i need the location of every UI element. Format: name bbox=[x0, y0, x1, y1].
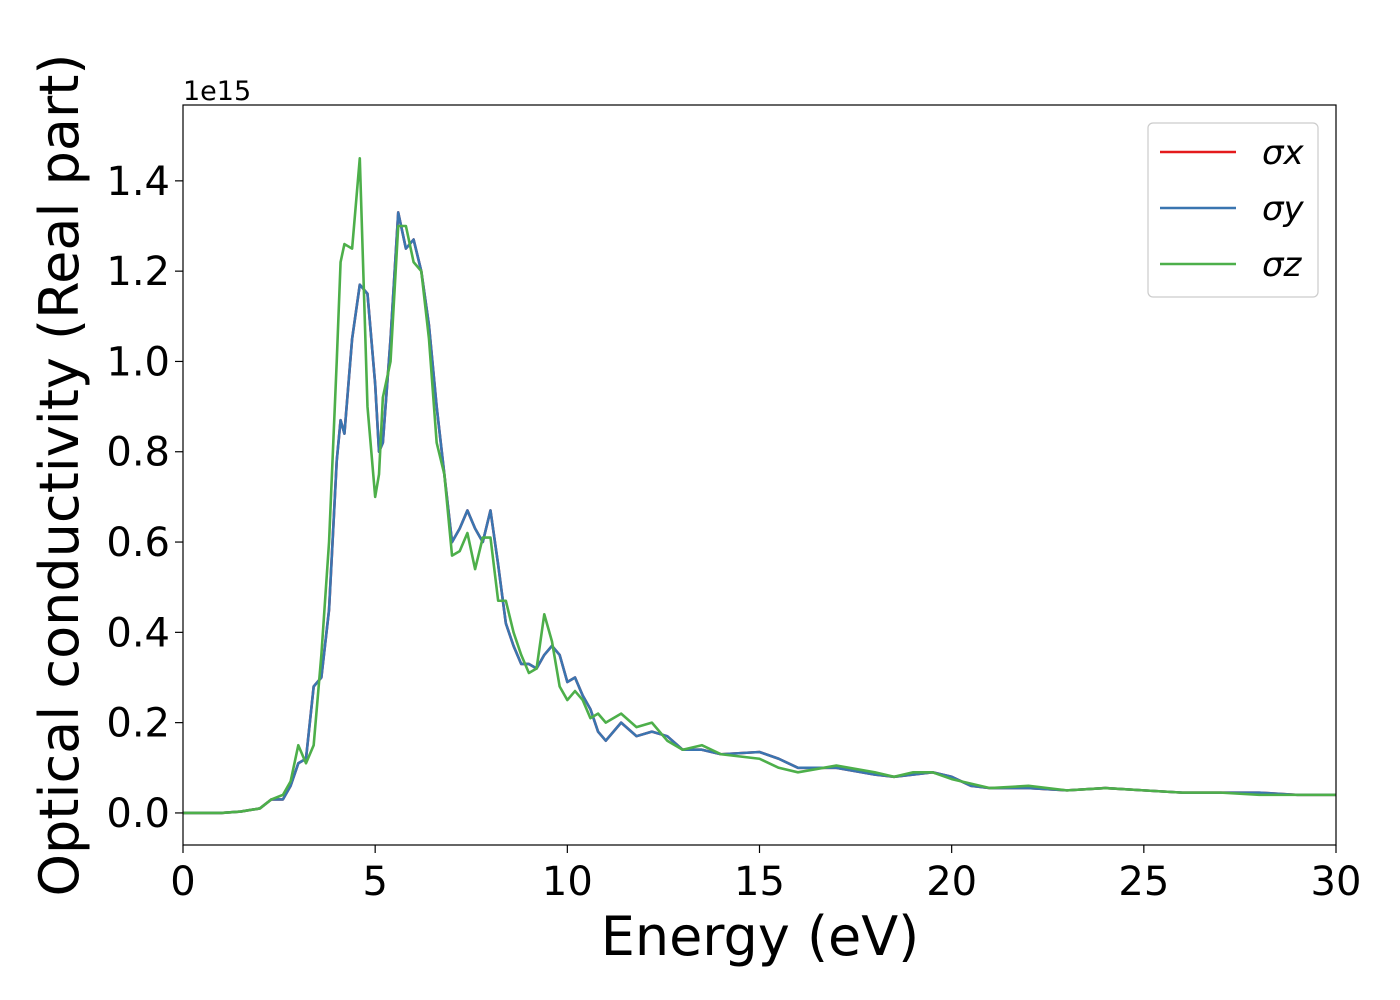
y-tick-label: 0.6 bbox=[106, 520, 170, 566]
x-tick-label: 15 bbox=[734, 859, 785, 905]
y-tick-label: 0.2 bbox=[106, 701, 170, 747]
x-tick-label: 5 bbox=[362, 859, 387, 905]
x-tick-label: 10 bbox=[542, 859, 593, 905]
x-tick-label: 30 bbox=[1311, 859, 1362, 905]
y-axis-label: Optical conductivity (Real part) bbox=[28, 54, 91, 897]
legend-box bbox=[1147, 122, 1319, 298]
y-tick-label: 0.4 bbox=[106, 610, 170, 656]
legend-label: σx bbox=[1262, 133, 1305, 173]
y-tick-label: 1.4 bbox=[106, 159, 170, 205]
y-tick-label: 1.0 bbox=[106, 339, 170, 385]
x-tick-label: 0 bbox=[170, 859, 195, 905]
y-tick-label: 0.0 bbox=[106, 791, 170, 837]
data-line bbox=[183, 211, 1336, 815]
offset-text: 1e15 bbox=[183, 76, 251, 107]
plot-frame bbox=[182, 104, 1337, 846]
x-tick-label: 20 bbox=[926, 859, 977, 905]
data-line bbox=[183, 156, 1336, 815]
x-axis-label: Energy (eV) bbox=[601, 905, 920, 968]
legend-label: σz bbox=[1262, 245, 1303, 285]
legend-label: σy bbox=[1262, 189, 1305, 229]
y-tick-label: 0.8 bbox=[106, 430, 170, 476]
x-tick-label: 25 bbox=[1118, 859, 1169, 905]
y-tick-label: 1.2 bbox=[106, 249, 170, 295]
